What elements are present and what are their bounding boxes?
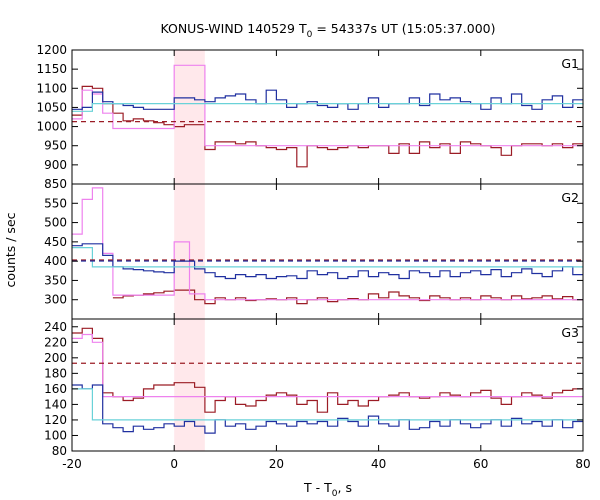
series-line bbox=[72, 327, 583, 413]
y-tick-label: 850 bbox=[44, 177, 67, 191]
panel-g1: 850 900 950 1000 1050 1100 1150 1200 G1 bbox=[36, 43, 584, 191]
y-tick-label: 350 bbox=[44, 273, 67, 287]
x-tick-label: 20 bbox=[269, 457, 284, 471]
series-line bbox=[72, 64, 583, 147]
panels-group: 85090095010001050110011501200G1300350400… bbox=[36, 43, 590, 471]
y-tick-label: 1000 bbox=[36, 120, 67, 134]
y-tick-label: 220 bbox=[44, 335, 67, 349]
y-tick-label: 1200 bbox=[36, 43, 67, 57]
y-tick-label: 450 bbox=[44, 235, 67, 249]
x-tick-label: 60 bbox=[473, 457, 488, 471]
y-tick-label: 200 bbox=[44, 351, 67, 365]
y-tick-label: 240 bbox=[44, 320, 67, 334]
series-line bbox=[72, 89, 583, 110]
series-line bbox=[72, 243, 583, 280]
series-line bbox=[72, 333, 583, 398]
panel-label: G3 bbox=[561, 325, 579, 340]
y-tick-label: 500 bbox=[44, 216, 67, 230]
y-axis-label: counts / sec bbox=[3, 212, 18, 287]
y-tick-label: 300 bbox=[44, 293, 67, 307]
y-tick-label: 180 bbox=[44, 366, 67, 380]
y-tick-label: 160 bbox=[44, 382, 67, 396]
y-tick-label: 1150 bbox=[36, 62, 67, 76]
y-tick-label: 140 bbox=[44, 397, 67, 411]
x-tick-label: 80 bbox=[575, 457, 590, 471]
series-line bbox=[72, 247, 583, 268]
y-tick-label: 1100 bbox=[36, 81, 67, 95]
y-tick-label: 900 bbox=[44, 158, 67, 172]
x-axis-label: T - T0, s bbox=[303, 480, 352, 499]
x-tick-label: 40 bbox=[371, 457, 386, 471]
panel-label: G1 bbox=[561, 56, 579, 71]
y-tick-label: 120 bbox=[44, 413, 67, 427]
panel-label: G2 bbox=[561, 190, 579, 205]
series-line bbox=[72, 388, 583, 421]
series-line bbox=[72, 85, 583, 168]
series-line bbox=[72, 187, 583, 301]
y-tick-label: 80 bbox=[52, 444, 67, 458]
panel-frame bbox=[71, 49, 584, 185]
y-tick-label: 400 bbox=[44, 254, 67, 268]
y-tick-label: 1050 bbox=[36, 100, 67, 114]
panel-frame bbox=[71, 318, 584, 452]
panel-g2: 300 350 400 450 500 550 G2 bbox=[44, 183, 584, 320]
x-tick-label: 0 bbox=[170, 457, 178, 471]
y-tick-label: 550 bbox=[44, 196, 67, 210]
x-tick-label: -20 bbox=[62, 457, 82, 471]
y-tick-label: 950 bbox=[44, 139, 67, 153]
y-tick-label: 100 bbox=[44, 428, 67, 442]
chart-title: KONUS-WIND 140529 T0 = 54337s UT (15:05:… bbox=[160, 21, 495, 40]
